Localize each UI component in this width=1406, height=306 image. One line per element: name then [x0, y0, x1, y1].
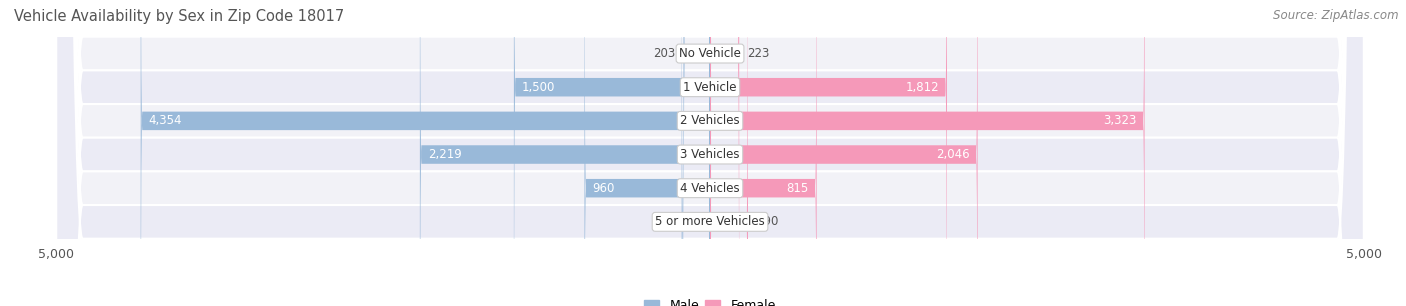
- Text: 290: 290: [756, 215, 778, 228]
- Text: 3 Vehicles: 3 Vehicles: [681, 148, 740, 161]
- FancyBboxPatch shape: [710, 0, 817, 306]
- Text: 4 Vehicles: 4 Vehicles: [681, 182, 740, 195]
- Text: Source: ZipAtlas.com: Source: ZipAtlas.com: [1274, 9, 1399, 22]
- FancyBboxPatch shape: [683, 0, 710, 306]
- FancyBboxPatch shape: [56, 0, 1364, 306]
- FancyBboxPatch shape: [682, 0, 710, 306]
- FancyBboxPatch shape: [710, 0, 1144, 306]
- Text: 5 or more Vehicles: 5 or more Vehicles: [655, 215, 765, 228]
- FancyBboxPatch shape: [56, 0, 1364, 306]
- Text: No Vehicle: No Vehicle: [679, 47, 741, 60]
- FancyBboxPatch shape: [56, 0, 1364, 306]
- FancyBboxPatch shape: [56, 0, 1364, 306]
- FancyBboxPatch shape: [710, 0, 748, 306]
- FancyBboxPatch shape: [56, 0, 1364, 306]
- FancyBboxPatch shape: [515, 0, 710, 306]
- Text: 3,323: 3,323: [1104, 114, 1136, 127]
- Text: 815: 815: [786, 182, 808, 195]
- Text: 1,500: 1,500: [522, 81, 555, 94]
- Text: 2,219: 2,219: [427, 148, 461, 161]
- FancyBboxPatch shape: [585, 0, 710, 306]
- FancyBboxPatch shape: [56, 0, 1364, 306]
- FancyBboxPatch shape: [710, 0, 740, 306]
- Text: 217: 217: [651, 215, 673, 228]
- FancyBboxPatch shape: [710, 0, 977, 306]
- FancyBboxPatch shape: [710, 0, 948, 306]
- Text: 4,354: 4,354: [149, 114, 181, 127]
- Text: 2 Vehicles: 2 Vehicles: [681, 114, 740, 127]
- FancyBboxPatch shape: [420, 0, 710, 306]
- Text: Vehicle Availability by Sex in Zip Code 18017: Vehicle Availability by Sex in Zip Code …: [14, 9, 344, 24]
- Text: 203: 203: [654, 47, 676, 60]
- Text: 223: 223: [747, 47, 769, 60]
- Legend: Male, Female: Male, Female: [640, 294, 780, 306]
- Text: 960: 960: [592, 182, 614, 195]
- Text: 1,812: 1,812: [905, 81, 939, 94]
- FancyBboxPatch shape: [141, 0, 710, 306]
- Text: 1 Vehicle: 1 Vehicle: [683, 81, 737, 94]
- Text: 2,046: 2,046: [936, 148, 970, 161]
